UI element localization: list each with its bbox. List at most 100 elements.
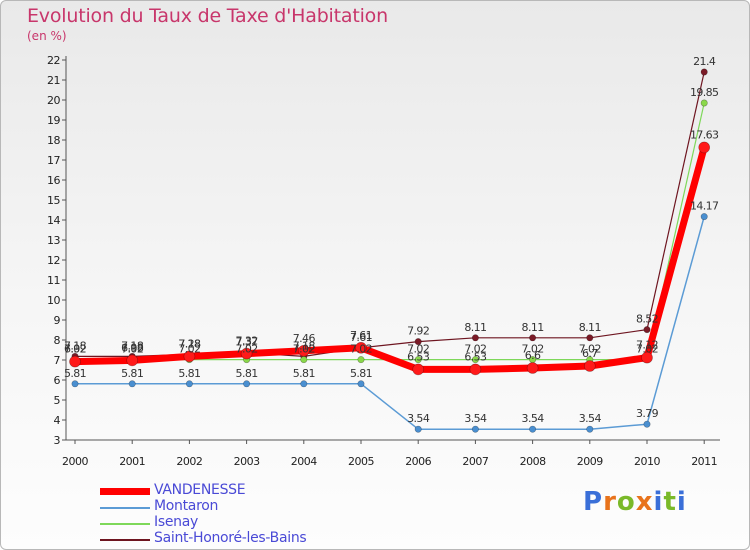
proxiti-logo: Proxiti xyxy=(583,487,687,517)
data-label-isenay: 7.02 xyxy=(350,343,372,356)
data-point-isenay xyxy=(471,356,479,364)
y-tick-label: 22 xyxy=(47,54,60,67)
legend-label-montaron: Montaron xyxy=(154,498,219,514)
data-point-montaron xyxy=(300,380,308,388)
data-point-vandenesse xyxy=(126,354,138,367)
data-point-isenay xyxy=(300,356,308,364)
y-tick-label: 20 xyxy=(47,94,60,107)
x-tick-label: 2004 xyxy=(291,455,317,468)
data-label-montaron: 5.81 xyxy=(350,367,372,380)
data-point-saint-honor-les-bains xyxy=(643,326,651,334)
x-tick-label: 2009 xyxy=(577,455,603,468)
y-tick-label: 8 xyxy=(54,334,61,347)
data-point-vandenesse xyxy=(297,344,310,357)
y-tick-label: 3 xyxy=(54,434,61,447)
x-tick-label: 2003 xyxy=(234,455,260,468)
data-label-saint-honor-les-bains: 7.18 xyxy=(64,339,87,352)
chart-unit-label: (en %) xyxy=(27,29,67,43)
data-point-montaron xyxy=(586,425,594,433)
logo-letter: P xyxy=(583,487,604,517)
data-point-montaron xyxy=(128,380,136,388)
y-tick-label: 12 xyxy=(47,254,60,267)
data-point-vandenesse xyxy=(240,347,253,360)
data-point-vandenesse xyxy=(355,341,367,354)
x-tick-label: 2006 xyxy=(405,455,431,468)
data-point-vandenesse xyxy=(526,362,539,374)
legend-label-vandenesse: VANDENESSE xyxy=(154,482,246,498)
series-line-isenay xyxy=(74,102,705,361)
data-point-saint-honor-les-bains xyxy=(414,338,422,346)
logo-letter: t xyxy=(663,487,677,517)
data-label-montaron: 14.17 xyxy=(690,200,719,213)
x-tick-label: 2002 xyxy=(176,455,202,468)
data-label-vandenesse: 17.63 xyxy=(690,128,719,141)
y-tick-label: 9 xyxy=(54,314,61,327)
data-label-vandenesse: 7.46 xyxy=(293,332,316,345)
y-tick-label: 5 xyxy=(54,394,61,407)
data-point-saint-honor-les-bains xyxy=(700,68,708,76)
data-point-montaron xyxy=(414,425,422,433)
data-label-saint-honor-les-bains: 8.11 xyxy=(522,321,544,334)
y-tick-label: 10 xyxy=(47,294,60,307)
data-label-saint-honor-les-bains: 8.52 xyxy=(636,313,658,326)
chart-title: Evolution du Taux de Taxe d'Habitation xyxy=(27,5,388,27)
data-point-montaron xyxy=(185,380,193,388)
data-point-saint-honor-les-bains xyxy=(586,334,594,342)
data-point-montaron xyxy=(357,380,365,388)
y-tick-label: 4 xyxy=(54,414,61,427)
logo-letter: o xyxy=(616,487,636,517)
data-label-saint-honor-les-bains: 7.92 xyxy=(407,325,429,338)
x-tick-label: 2005 xyxy=(348,455,374,468)
data-label-isenay: 7.02 xyxy=(293,343,315,356)
data-point-vandenesse xyxy=(412,363,425,376)
data-label-isenay: 7.02 xyxy=(121,343,143,356)
y-tick-label: 21 xyxy=(47,74,60,87)
y-tick-label: 13 xyxy=(47,234,60,247)
legend-swatch-isenay xyxy=(100,523,150,525)
data-point-vandenesse xyxy=(469,363,482,376)
x-tick-label: 2010 xyxy=(634,455,660,468)
data-label-vandenesse: 6.53 xyxy=(407,350,430,363)
data-label-isenay: 7.02 xyxy=(407,343,429,356)
data-point-montaron xyxy=(643,420,651,428)
data-point-isenay xyxy=(357,356,365,364)
logo-letter: x xyxy=(635,487,654,517)
data-label-vandenesse: 7.12 xyxy=(636,339,658,352)
data-label-vandenesse: 7.61 xyxy=(350,329,372,342)
legend-swatch-vandenesse xyxy=(100,488,150,495)
y-tick-label: 6 xyxy=(54,374,61,387)
data-label-montaron: 5.81 xyxy=(293,367,315,380)
data-label-isenay: 7.02 xyxy=(236,343,258,356)
logo-letter: i xyxy=(676,487,687,517)
data-point-montaron xyxy=(71,380,79,388)
data-label-montaron: 3.54 xyxy=(579,412,602,425)
data-label-vandenesse: 6.7 xyxy=(582,347,598,360)
data-label-saint-honor-les-bains: 7.37 xyxy=(236,336,259,349)
data-label-vandenesse: 6.53 xyxy=(464,350,487,363)
y-tick-label: 7 xyxy=(54,354,61,367)
data-point-montaron xyxy=(243,380,251,388)
data-label-isenay: 7.02 xyxy=(464,343,486,356)
legend-swatch-montaron xyxy=(100,507,150,509)
y-tick-label: 19 xyxy=(47,114,60,127)
data-label-vandenesse: 6.92 xyxy=(64,343,86,356)
data-label-isenay: 7.02 xyxy=(579,343,601,356)
data-point-vandenesse xyxy=(69,355,81,368)
legend-label-saint-honore: Saint-Honoré-les-Bains xyxy=(154,530,307,546)
legend-label-isenay: Isenay xyxy=(154,514,198,530)
data-point-vandenesse xyxy=(698,141,711,154)
y-tick-label: 14 xyxy=(47,214,60,227)
logo-letter: r xyxy=(603,487,617,517)
data-point-montaron xyxy=(529,425,537,433)
data-label-isenay: 7.02 xyxy=(522,343,544,356)
logo-letter: i xyxy=(653,487,664,517)
data-point-saint-honor-les-bains xyxy=(529,334,537,342)
data-label-vandenesse: 6.6 xyxy=(525,349,541,362)
data-label-isenay: 7.02 xyxy=(178,343,200,356)
data-label-montaron: 5.81 xyxy=(64,367,86,380)
data-label-saint-honor-les-bains: 7.18 xyxy=(121,339,144,352)
data-point-isenay xyxy=(414,356,422,364)
data-label-isenay: 19.85 xyxy=(690,86,719,99)
